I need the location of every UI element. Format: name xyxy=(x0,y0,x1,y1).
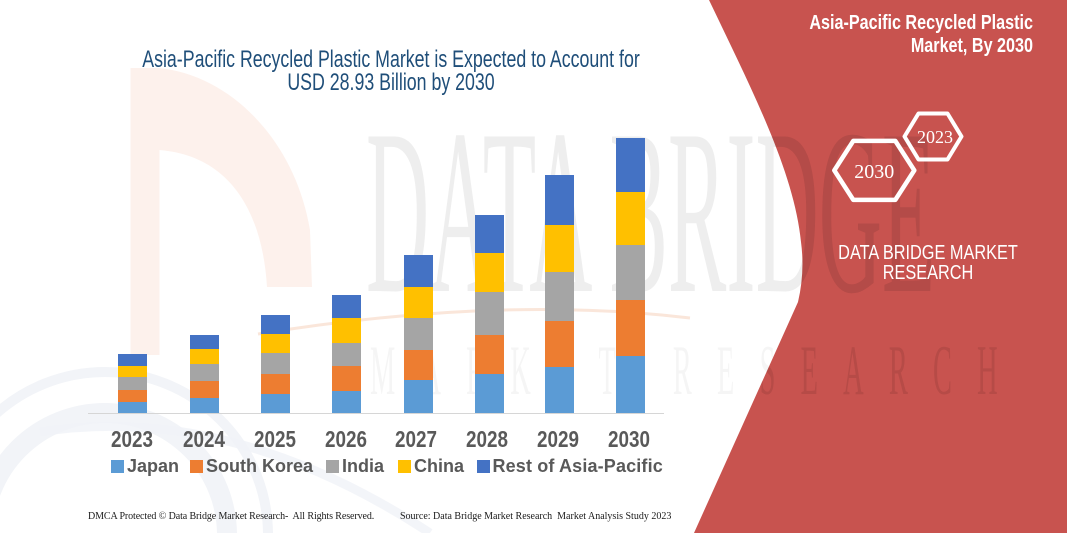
svg-text:2023: 2023 xyxy=(917,127,953,147)
svg-text:2030: 2030 xyxy=(854,161,894,183)
